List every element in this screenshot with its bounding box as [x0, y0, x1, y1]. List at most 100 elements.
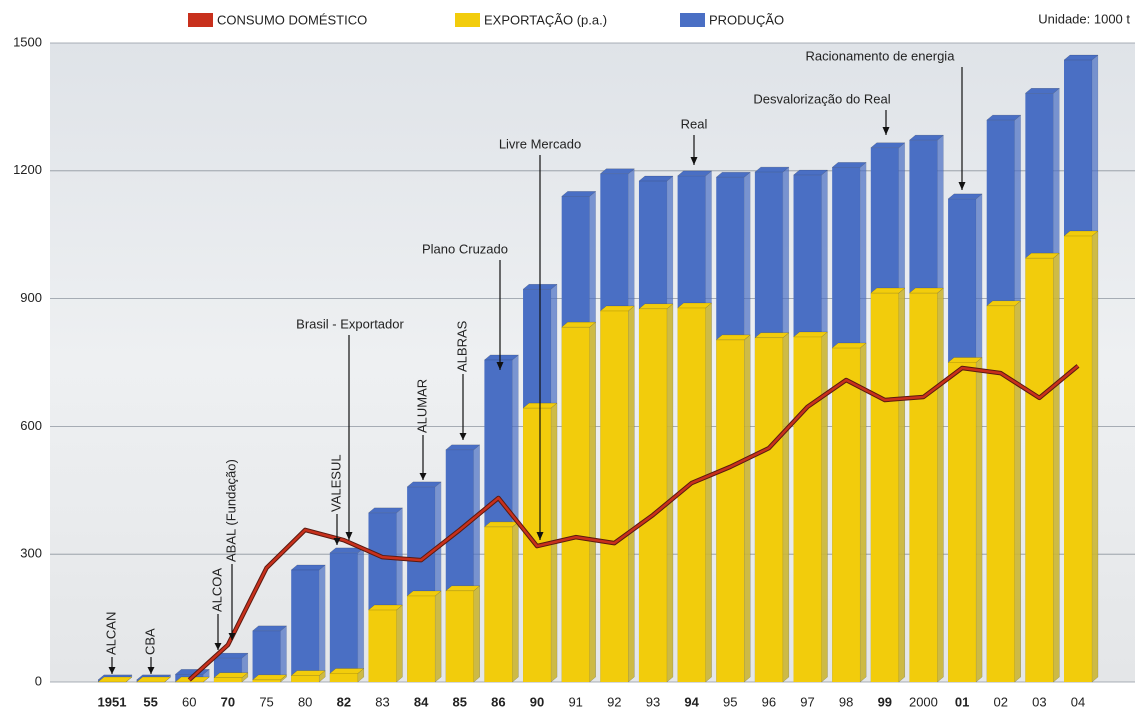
bar-top [870, 287, 906, 294]
legend-label: EXPORTAÇÃO (p.a.) [484, 12, 607, 27]
annotation: ALCOA [209, 568, 224, 612]
bar-side [705, 302, 712, 683]
bar-top [445, 444, 481, 451]
bar [677, 307, 706, 682]
arrow-head [882, 127, 890, 135]
x-tick-label: 92 [607, 694, 621, 709]
bar [832, 348, 861, 682]
bar-top [986, 300, 1022, 307]
x-tick-label: 60 [182, 694, 196, 709]
bar-top [947, 193, 983, 200]
bar-top [908, 134, 945, 141]
arrow-head [536, 532, 544, 540]
x-tick-label: 86 [491, 694, 505, 709]
bar-top [290, 670, 326, 676]
bar-side [782, 332, 790, 683]
bar [252, 679, 281, 682]
bar-top [290, 564, 326, 571]
arrow-head [333, 538, 341, 545]
bar [213, 677, 242, 682]
bar [561, 327, 590, 682]
bar [600, 310, 629, 682]
bar [329, 552, 358, 682]
bar [445, 590, 474, 682]
x-tick-label: 82 [337, 694, 351, 709]
legend-swatch [680, 13, 705, 27]
arrow-head [419, 473, 427, 480]
arrow-head [958, 182, 966, 190]
arrow-head [108, 667, 116, 674]
x-tick-label: 99 [878, 694, 892, 709]
bar-top [367, 507, 404, 514]
arrow-head [214, 643, 222, 650]
y-tick-label: 1200 [13, 162, 42, 177]
bar-side [434, 590, 442, 683]
annotation: Brasil - Exportador [296, 316, 404, 331]
unit-label: Unidade: 1000 t [1038, 11, 1130, 26]
bar-top [97, 676, 133, 683]
x-tick-label: 97 [800, 694, 814, 709]
bar-top [1024, 88, 1061, 94]
bar-side [859, 342, 867, 683]
y-tick-label: 900 [20, 290, 42, 305]
bar-side [357, 547, 365, 683]
bar [484, 526, 513, 682]
bar [948, 362, 977, 682]
annotation: VALESUL [328, 454, 343, 512]
x-tick-label: 2000 [909, 694, 938, 709]
arrow-head [459, 433, 467, 440]
bar-top [483, 521, 520, 528]
arrow-head [690, 157, 698, 165]
bar [1025, 258, 1054, 682]
annotation: CBA [142, 628, 157, 655]
bar-top [367, 604, 404, 611]
legend-swatch [188, 13, 213, 27]
bar-top [947, 357, 983, 363]
x-tick-label: 91 [568, 694, 582, 709]
bar [638, 308, 667, 682]
bar [870, 293, 899, 682]
bar-side [821, 331, 828, 683]
bar-side [898, 287, 906, 683]
x-tick-label: 90 [530, 694, 544, 709]
x-tick-label: 94 [684, 694, 699, 709]
bar-top [251, 625, 288, 632]
bar [252, 630, 281, 682]
bar-top [638, 175, 674, 182]
annotation: Livre Mercado [499, 136, 581, 151]
bar-top [560, 321, 597, 328]
bar-side [937, 287, 944, 683]
annotation: ALUMAR [414, 379, 429, 433]
bar-top [986, 114, 1022, 121]
x-tick-label: 70 [221, 694, 235, 709]
y-tick-label: 600 [20, 418, 42, 433]
arrow-head [147, 667, 155, 674]
bar-side [1091, 230, 1099, 683]
x-tick-label: 02 [993, 694, 1007, 709]
bar [407, 595, 436, 682]
bar [368, 610, 397, 682]
bar-top [676, 302, 713, 309]
y-tick-label: 0 [35, 673, 42, 688]
x-tick-label: 80 [298, 694, 312, 709]
bar [291, 675, 320, 682]
bar-top [638, 303, 674, 310]
bar [986, 305, 1015, 682]
bar-top [329, 668, 365, 674]
bar-side [473, 585, 481, 683]
bar [329, 673, 358, 682]
bar-top [908, 287, 945, 294]
bar-side [280, 674, 287, 683]
annotation: Desvalorização do Real [753, 91, 890, 106]
bar-top [174, 669, 210, 675]
x-tick-label: 95 [723, 694, 737, 709]
annotation: ALCAN [103, 612, 118, 655]
bar-side [1053, 252, 1060, 683]
bar-top [715, 334, 751, 341]
bar-top [483, 354, 520, 361]
bar-side [318, 670, 326, 683]
bar-top [754, 166, 790, 173]
bar-top [792, 169, 829, 176]
bar-side [589, 321, 596, 683]
